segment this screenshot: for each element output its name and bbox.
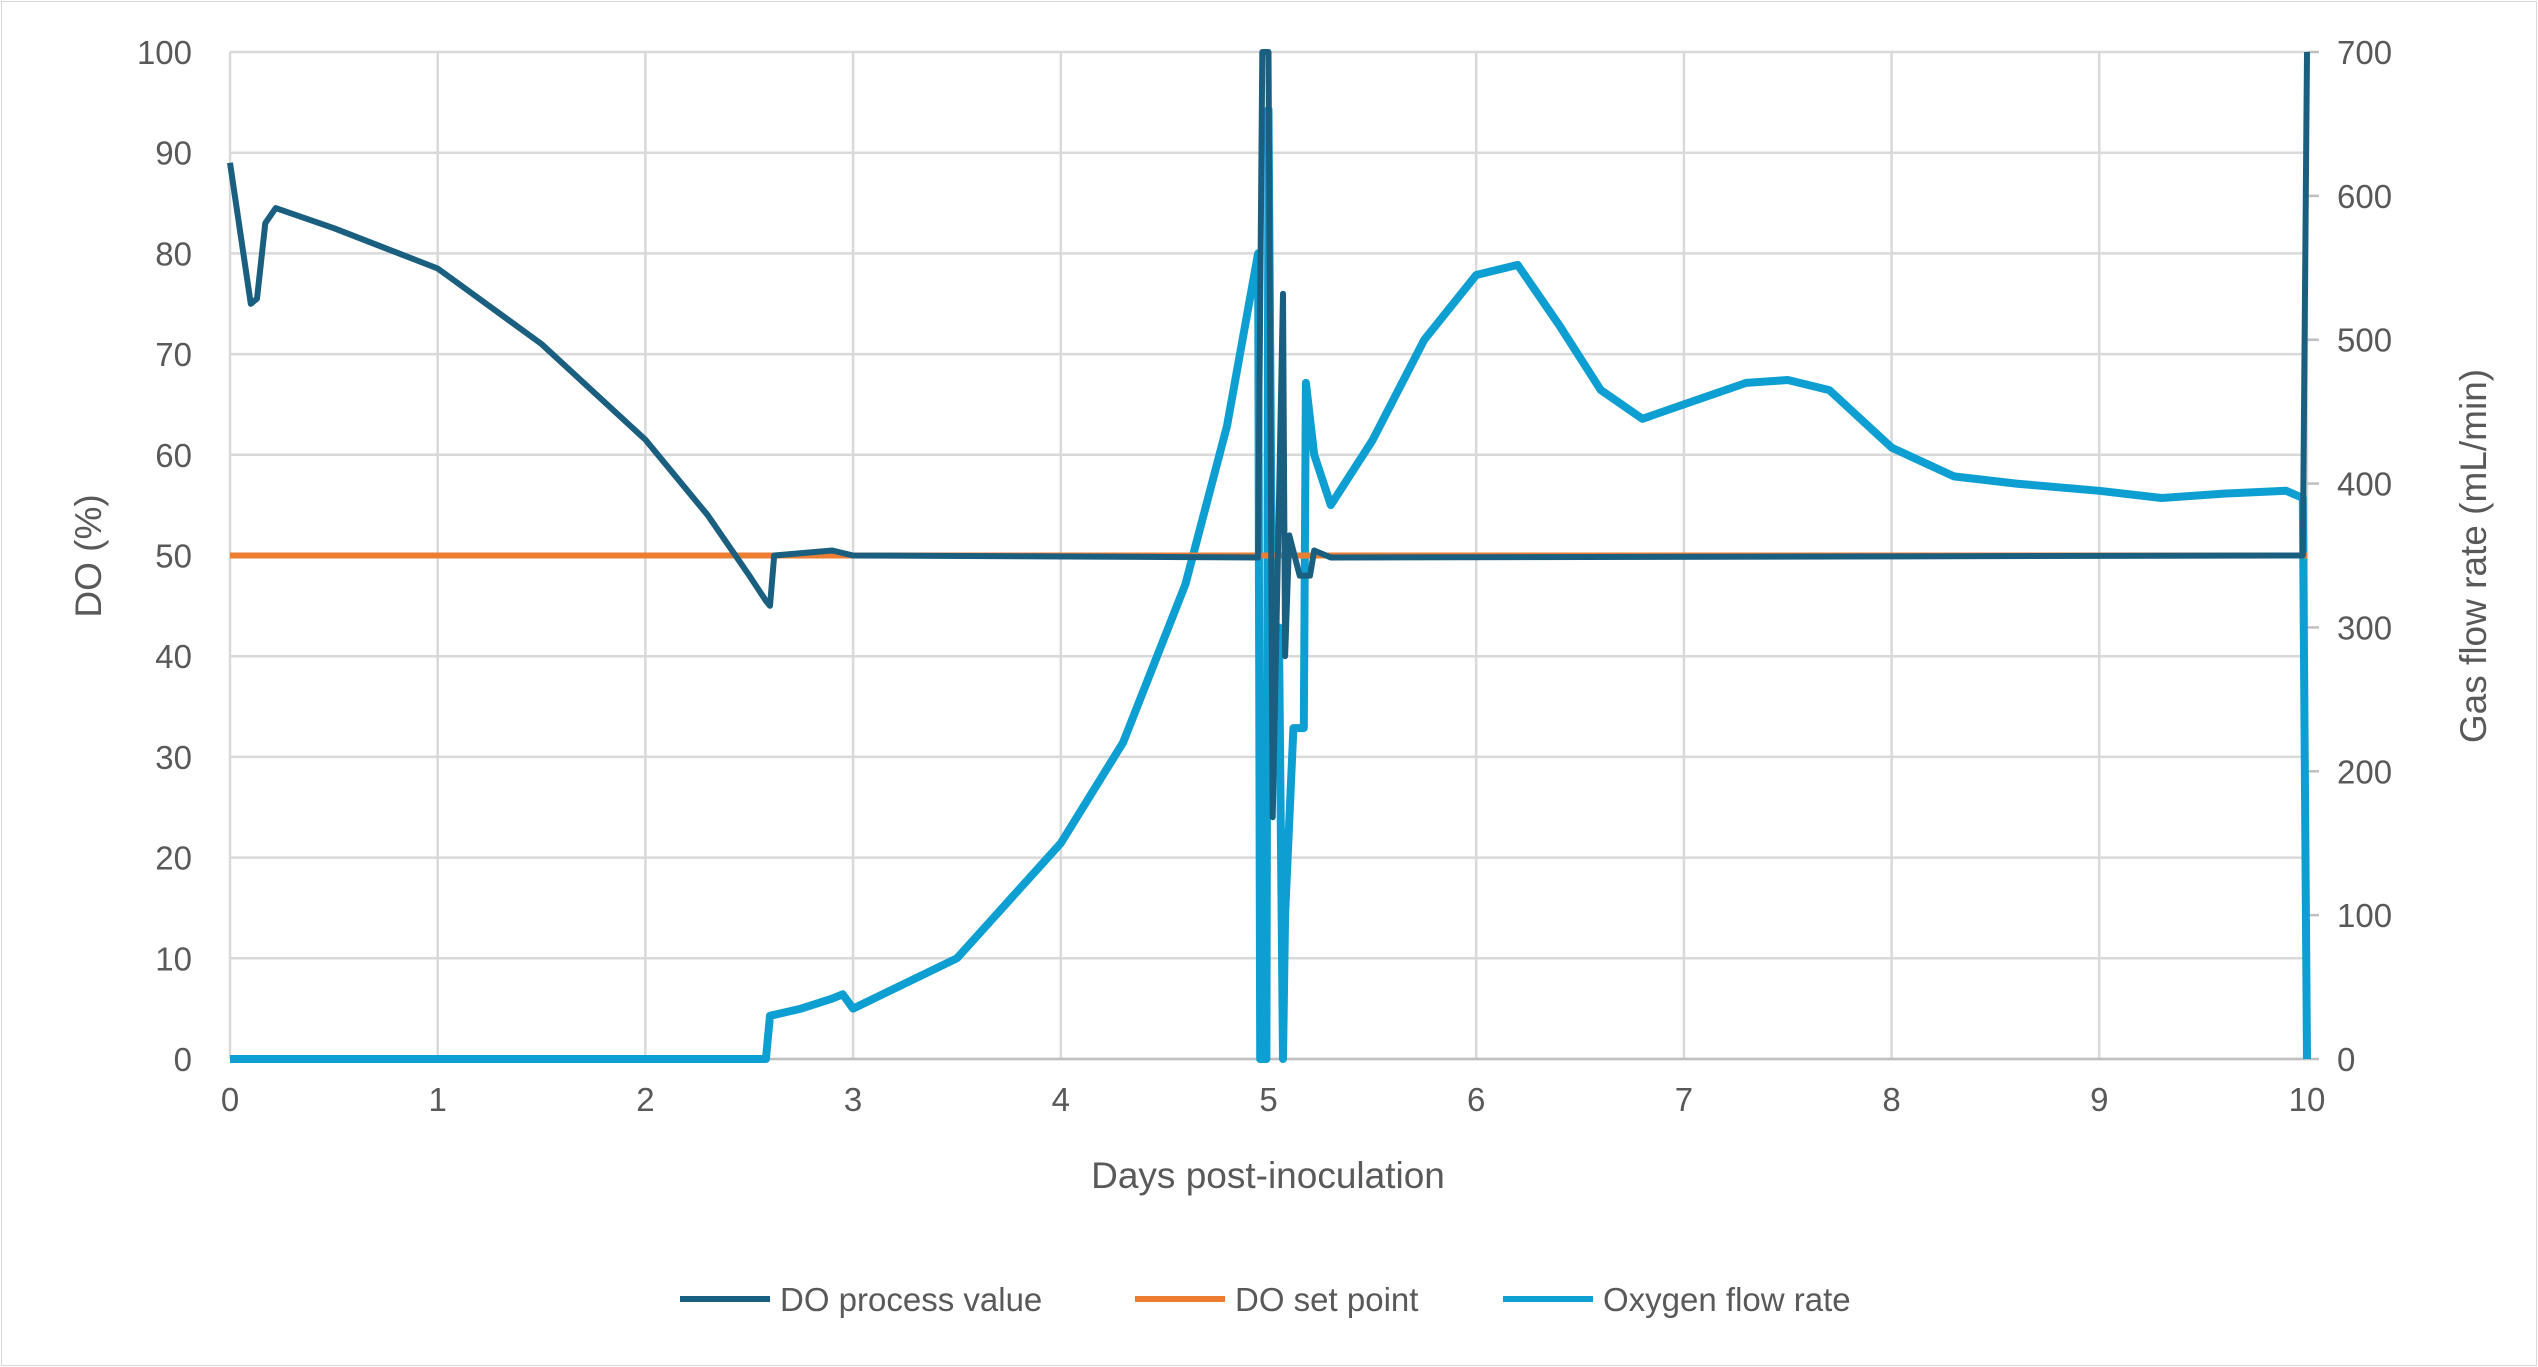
legend-label: DO process value bbox=[780, 1281, 1042, 1318]
legend-label: DO set point bbox=[1235, 1281, 1418, 1318]
y2-tick-label: 200 bbox=[2337, 753, 2392, 790]
x-tick-label: 6 bbox=[1467, 1081, 1485, 1118]
y2-tick-label: 400 bbox=[2337, 466, 2392, 503]
y-tick-label: 30 bbox=[155, 739, 192, 776]
y-tick-label: 100 bbox=[137, 34, 192, 71]
series-line-oxygen-flow-rate bbox=[230, 105, 2311, 1063]
y-tick-label: 90 bbox=[155, 135, 192, 172]
series-line-do-process-value bbox=[227, 49, 2310, 821]
y2-tick-label: 0 bbox=[2337, 1041, 2355, 1078]
x-tick-label: 2 bbox=[636, 1081, 654, 1118]
y-tick-label: 10 bbox=[155, 940, 192, 977]
y-axis-title: DO (%) bbox=[68, 494, 109, 617]
y-tick-label: 40 bbox=[155, 638, 192, 675]
y2-tick-label: 100 bbox=[2337, 897, 2392, 934]
x-tick-label: 9 bbox=[2090, 1081, 2108, 1118]
legend-label: Oxygen flow rate bbox=[1603, 1281, 1851, 1318]
x-tick-label: 4 bbox=[1052, 1081, 1070, 1118]
y-tick-label: 60 bbox=[155, 437, 192, 474]
y2-tick-label: 600 bbox=[2337, 178, 2392, 215]
y-tick-label: 80 bbox=[155, 235, 192, 272]
y2-tick-label: 700 bbox=[2337, 34, 2392, 71]
y-tick-label: 50 bbox=[155, 538, 192, 575]
x-tick-label: 3 bbox=[844, 1081, 862, 1118]
x-tick-label: 0 bbox=[221, 1081, 239, 1118]
series-lines bbox=[227, 49, 2311, 1063]
y2-axis-title: Gas flow rate (mL/min) bbox=[2453, 369, 2494, 743]
y-tick-label: 20 bbox=[155, 840, 192, 877]
x-tick-label: 8 bbox=[1882, 1081, 1900, 1118]
x-tick-label: 7 bbox=[1675, 1081, 1693, 1118]
x-tick-label: 5 bbox=[1259, 1081, 1277, 1118]
legend: DO process value DO set point Oxygen flow … bbox=[680, 1281, 1851, 1318]
x-axis-title: Days post-inoculation bbox=[1091, 1155, 1445, 1196]
y-tick-label: 70 bbox=[155, 336, 192, 373]
x-tick-label: 1 bbox=[429, 1081, 447, 1118]
y2-tick-label: 300 bbox=[2337, 609, 2392, 646]
x-tick-label: 10 bbox=[2289, 1081, 2326, 1118]
y2-tick-label: 500 bbox=[2337, 322, 2392, 359]
y-tick-label: 0 bbox=[174, 1041, 192, 1078]
